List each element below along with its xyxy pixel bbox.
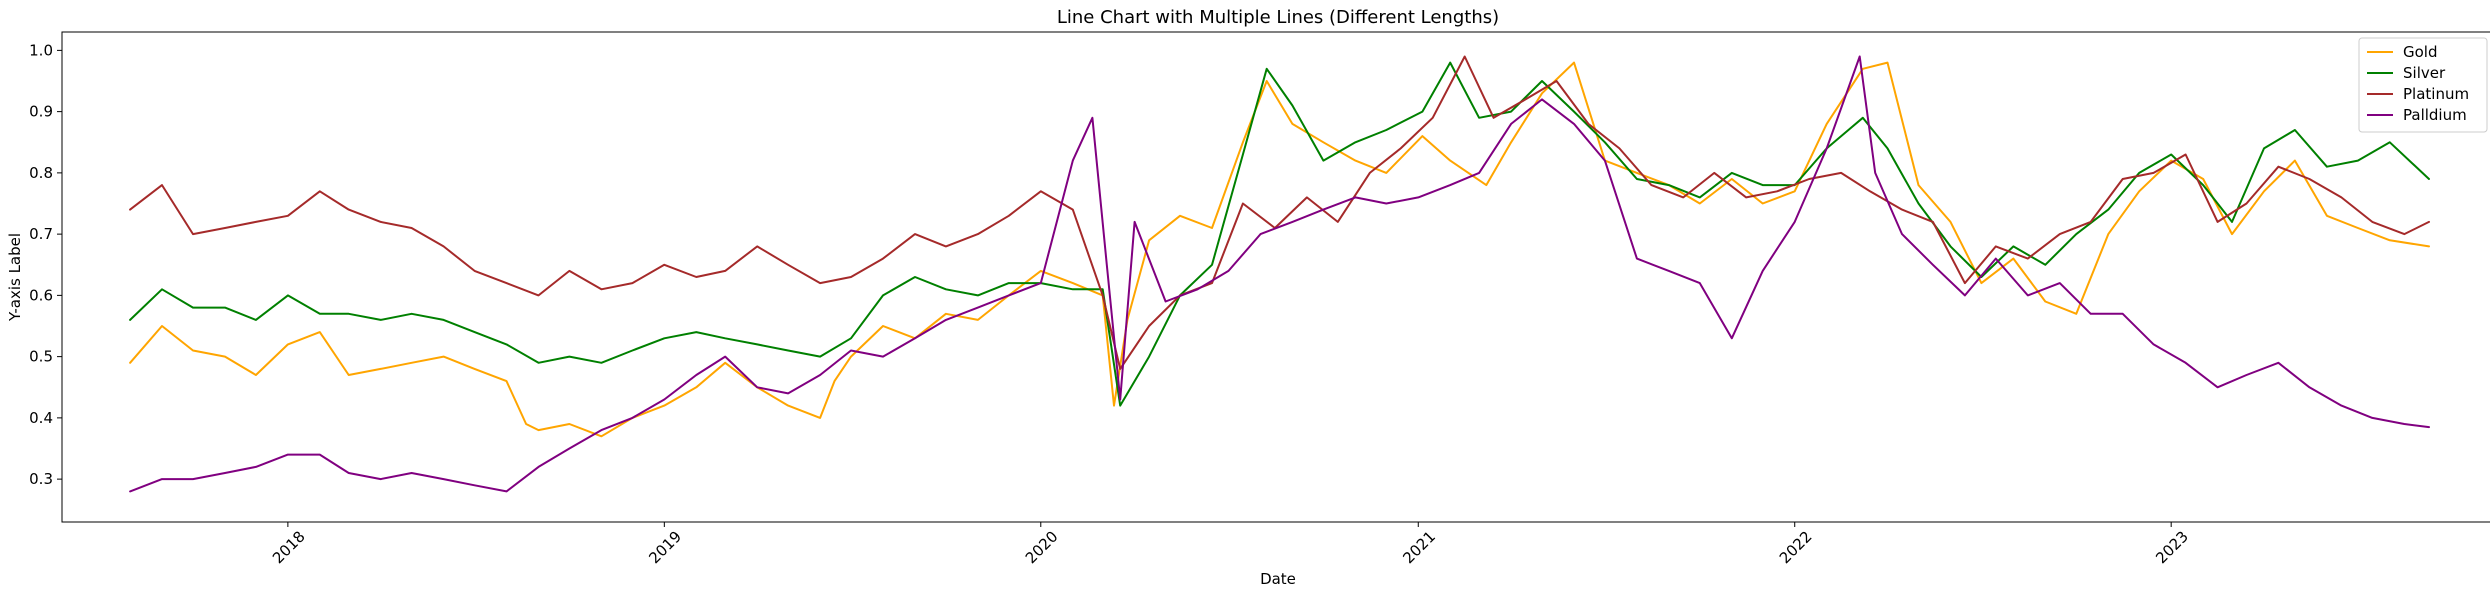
- series-layer: [129, 55, 2430, 493]
- y-tick-label: 0.6: [29, 286, 53, 304]
- x-tick-label: 2021: [1399, 527, 1439, 567]
- chart-title: Line Chart with Multiple Lines (Differen…: [1057, 7, 1499, 28]
- x-tick-label: 2023: [2152, 527, 2192, 567]
- plot-frame: [61, 31, 2490, 523]
- legend-box: [2358, 37, 2488, 133]
- y-tick-label: 0.4: [29, 409, 53, 427]
- y-axis-title: Y-axis Label: [6, 233, 24, 322]
- x-tick-label: 2018: [269, 527, 309, 567]
- legend: Gold Silver Platinum Palldium: [2358, 37, 2488, 133]
- legend-label-palldium: Palldium: [2403, 106, 2467, 124]
- x-tick-label: 2019: [645, 527, 685, 567]
- x-tick-label: 2020: [1022, 527, 1062, 567]
- legend-label-gold: Gold: [2403, 43, 2438, 61]
- y-tick-label: 0.8: [29, 164, 53, 182]
- series-line-palldium: [129, 55, 2430, 493]
- legend-label-platinum: Platinum: [2403, 85, 2469, 103]
- y-tick-label: 0.3: [29, 470, 53, 488]
- y-tick-label: 0.7: [29, 225, 53, 243]
- series-line-gold: [129, 61, 2430, 438]
- x-axis: 2018 2019 2020 2021 2022 2023: [269, 522, 2192, 567]
- y-tick-label: 0.9: [29, 103, 53, 121]
- y-tick-label: 1.0: [29, 41, 53, 59]
- x-tick-label: 2022: [1776, 527, 1816, 567]
- legend-label-silver: Silver: [2403, 64, 2446, 82]
- x-axis-title: Date: [1260, 570, 1296, 588]
- series-line-silver: [129, 61, 2430, 407]
- y-axis: 0.3 0.4 0.5 0.6 0.7 0.8 0.9 1.0: [29, 41, 62, 488]
- y-tick-label: 0.5: [29, 348, 53, 366]
